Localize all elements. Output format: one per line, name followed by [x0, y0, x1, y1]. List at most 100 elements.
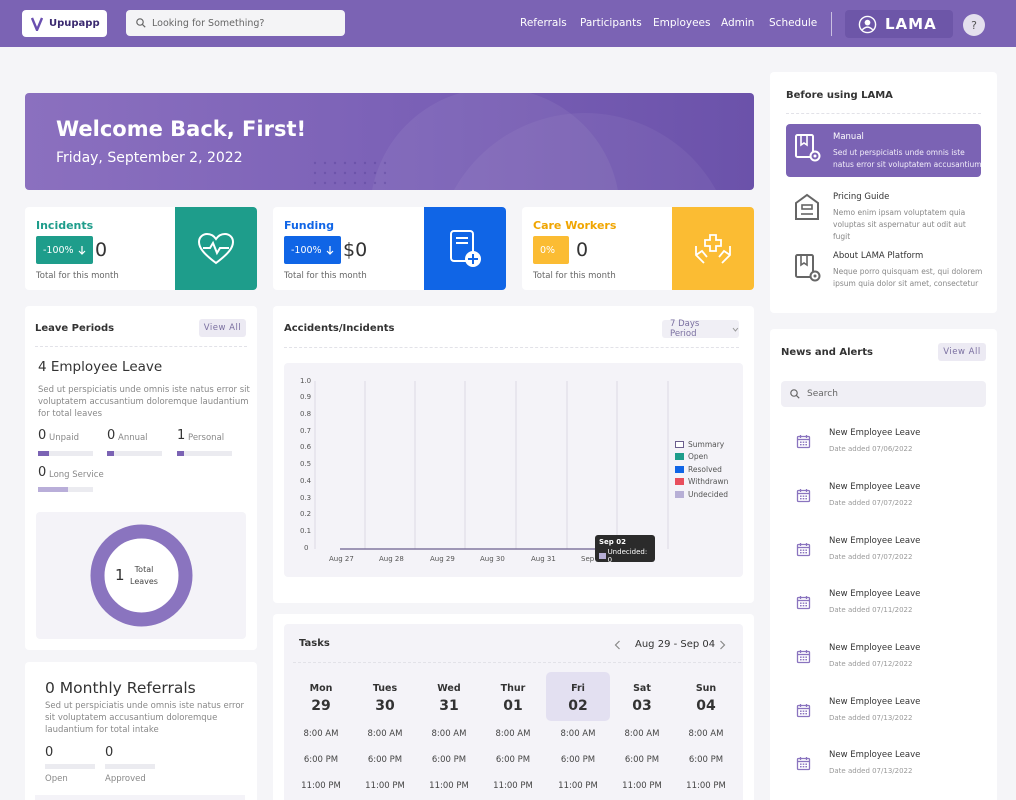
nav-divider — [831, 12, 832, 36]
logo-mark-icon — [31, 17, 43, 31]
task-time-slot[interactable]: 11:00 PM — [686, 781, 726, 791]
period-select[interactable]: 7 Days Period — [662, 319, 739, 339]
y-tick-label: 0.8 — [300, 410, 312, 418]
task-time-slot[interactable]: 6:00 PM — [624, 755, 660, 765]
care-workers-card[interactable]: Care Workers 0% 0 Total for this month — [522, 207, 754, 290]
news-item-title[interactable]: New Employee Leave — [829, 482, 921, 492]
calendar-icon — [796, 543, 811, 557]
pricing-guide-item[interactable]: Pricing Guide Nemo enim ipsam voluptatem… — [786, 185, 981, 241]
legend-withdrawn[interactable]: Withdrawn — [675, 477, 728, 486]
before-using-divider — [786, 113, 981, 114]
task-time-slot[interactable]: 8:00 AM — [303, 729, 339, 739]
day-column-sat[interactable]: Sat 03 — [632, 683, 652, 714]
care-hands-icon — [695, 233, 731, 264]
task-time-slot[interactable]: 11:00 PM — [493, 781, 533, 791]
task-time-slot[interactable]: 11:00 PM — [558, 781, 598, 791]
y-tick-label: 0 — [304, 544, 309, 552]
task-time-slot[interactable]: 11:00 PM — [429, 781, 469, 791]
about-book-icon — [795, 254, 821, 282]
x-tick-label: Aug 31 — [531, 555, 556, 563]
nav-referrals[interactable]: Referrals — [520, 17, 567, 29]
tasks-date-range: Aug 29 - Sep 04 — [635, 639, 716, 650]
funding-card[interactable]: Funding -100% $0 Total for this month — [273, 207, 506, 290]
news-item-title[interactable]: New Employee Leave — [829, 643, 921, 653]
task-time-slot[interactable]: 11:00 PM — [365, 781, 405, 791]
x-tick-label: Sep — [581, 555, 595, 563]
legend-swatch — [675, 478, 684, 485]
leave-personal-value: 1 — [177, 428, 186, 443]
nav-employees[interactable]: Employees — [653, 17, 711, 29]
leave-description: Sed ut perspiciatis unde omnis iste natu… — [38, 385, 250, 419]
chevron-right-icon[interactable] — [719, 640, 726, 650]
task-time-slot[interactable]: 6:00 PM — [367, 755, 403, 765]
incidents-change: -100% — [43, 244, 74, 256]
donut-total-label: Total Leaves — [130, 565, 158, 586]
calendar-icon — [796, 435, 811, 449]
news-item-title[interactable]: New Employee Leave — [829, 536, 921, 546]
task-time-slot[interactable]: 8:00 AM — [688, 729, 724, 739]
day-column-sun[interactable]: Sun 04 — [695, 683, 717, 714]
task-time-slot[interactable]: 11:00 PM — [622, 781, 662, 791]
incidents-card[interactable]: Incidents -100% 0 Total for this month — [25, 207, 257, 290]
funding-change-badge: -100% — [284, 236, 341, 264]
leave-unpaid-value: 0 — [38, 428, 47, 443]
leave-unpaid-label: Unpaid — [49, 433, 79, 443]
help-button[interactable]: ? — [963, 14, 985, 36]
y-tick-label: 0.2 — [300, 510, 312, 518]
day-column-tue[interactable]: Tues 30 — [372, 683, 398, 714]
task-time-slot[interactable]: 8:00 AM — [624, 729, 660, 739]
app-logo[interactable]: Upupapp — [22, 10, 107, 37]
day-column-thu[interactable]: Thur 01 — [500, 683, 526, 714]
chevron-left-icon[interactable] — [614, 640, 621, 650]
task-time-slot[interactable]: 6:00 PM — [688, 755, 724, 765]
news-search-input[interactable]: Search — [781, 381, 986, 407]
legend-resolved[interactable]: Resolved — [675, 465, 722, 474]
task-time-slot[interactable]: 11:00 PM — [301, 781, 341, 791]
x-tick-label: Aug 29 — [430, 555, 455, 563]
news-item-date: Date added 07/13/2022 — [829, 714, 913, 722]
nav-admin[interactable]: Admin — [721, 17, 755, 29]
accidents-incidents-card: Accidents/Incidents 7 Days Period Sep 02… — [273, 306, 754, 603]
task-time-slot[interactable]: 6:00 PM — [560, 755, 596, 765]
welcome-date: Friday, September 2, 2022 — [56, 150, 243, 166]
nav-participants[interactable]: Participants — [580, 17, 642, 29]
legend-swatch — [675, 453, 684, 460]
task-time-slot[interactable]: 8:00 AM — [367, 729, 403, 739]
day-column-fri[interactable]: Fri 02 — [568, 683, 588, 714]
before-using-card: Before using LAMA Manual Sed ut perspici… — [770, 72, 997, 313]
search-icon — [790, 389, 800, 399]
about-platform-item[interactable]: About LAMA Platform Neque porro quisquam… — [786, 245, 982, 298]
task-time-slot[interactable]: 8:00 AM — [431, 729, 467, 739]
task-time-slot[interactable]: 8:00 AM — [560, 729, 596, 739]
referrals-approved-value: 0 — [105, 745, 114, 760]
task-time-slot[interactable]: 8:00 AM — [495, 729, 531, 739]
about-platform-title: About LAMA Platform — [833, 251, 924, 261]
legend-undecided[interactable]: Undecided — [675, 490, 728, 499]
news-item-title[interactable]: New Employee Leave — [829, 750, 921, 760]
welcome-title: Welcome Back, First! — [56, 117, 307, 141]
news-item-title[interactable]: New Employee Leave — [829, 428, 921, 438]
news-item-title[interactable]: New Employee Leave — [829, 697, 921, 707]
pricing-guide-icon — [795, 193, 819, 220]
day-column-mon[interactable]: Mon 29 — [309, 683, 333, 714]
leave-view-all-button[interactable]: View All — [199, 319, 246, 337]
care-workers-title: Care Workers — [533, 219, 617, 232]
manual-item[interactable]: Manual Sed ut perspiciatis unde omnis is… — [786, 124, 982, 177]
nav-schedule[interactable]: Schedule — [769, 17, 818, 29]
legend-open[interactable]: Open — [675, 452, 708, 461]
x-tick-label: Aug 30 — [480, 555, 505, 563]
calendar-icon — [796, 650, 811, 664]
funding-change: -100% — [291, 244, 322, 256]
news-view-all-button[interactable]: View All — [938, 343, 986, 361]
period-select-value: 7 Days Period — [670, 319, 700, 339]
news-item-title[interactable]: New Employee Leave — [829, 589, 921, 599]
monthly-referrals-card: 0 Monthly Referrals Sed ut perspiciatis … — [25, 662, 257, 800]
day-column-wed[interactable]: Wed 31 — [437, 683, 461, 714]
task-time-slot[interactable]: 6:00 PM — [303, 755, 339, 765]
legend-summary[interactable]: Summary — [675, 440, 724, 449]
global-search-input[interactable]: Looking for Something? — [126, 10, 345, 36]
task-time-slot[interactable]: 6:00 PM — [495, 755, 531, 765]
leave-personal-bar — [177, 451, 232, 456]
task-time-slot[interactable]: 6:00 PM — [431, 755, 467, 765]
user-menu[interactable]: LAMA — [845, 10, 953, 38]
